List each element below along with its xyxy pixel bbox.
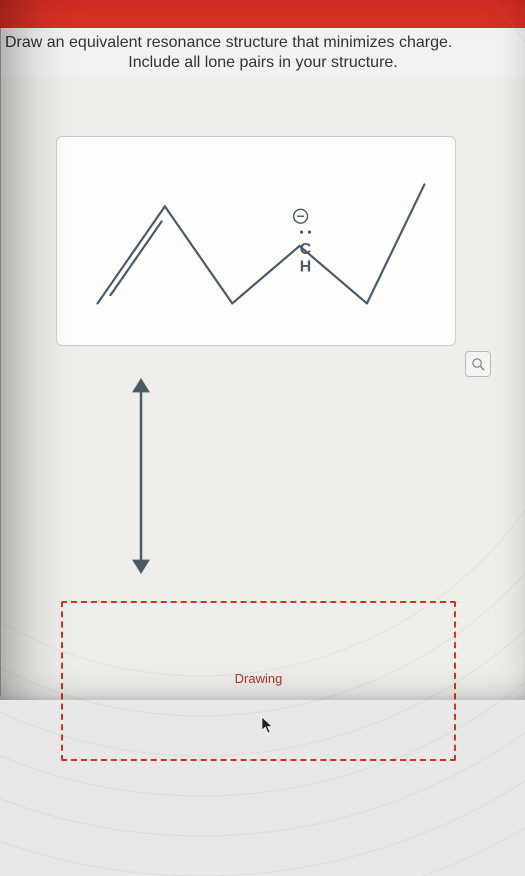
top-accent-bar (0, 0, 525, 28)
magnifier-icon (471, 357, 486, 372)
instruction-block: Draw an equivalent resonance structure t… (0, 28, 525, 76)
zoom-button[interactable] (465, 351, 491, 377)
drawing-area-label: Drawing (235, 671, 283, 686)
svg-text:H: H (300, 259, 311, 276)
svg-text:C: C (300, 241, 311, 258)
molecule-svg: CH (57, 137, 455, 345)
given-structure-box: CH (56, 136, 456, 346)
instruction-line-2: Include all lone pairs in your structure… (5, 54, 521, 72)
workspace: CH Drawing (0, 76, 525, 696)
instruction-line-1: Draw an equivalent resonance structure t… (5, 34, 521, 52)
resonance-double-arrow (131, 376, 151, 576)
mouse-cursor-icon (261, 716, 275, 734)
drawing-area[interactable]: Drawing (61, 601, 456, 761)
